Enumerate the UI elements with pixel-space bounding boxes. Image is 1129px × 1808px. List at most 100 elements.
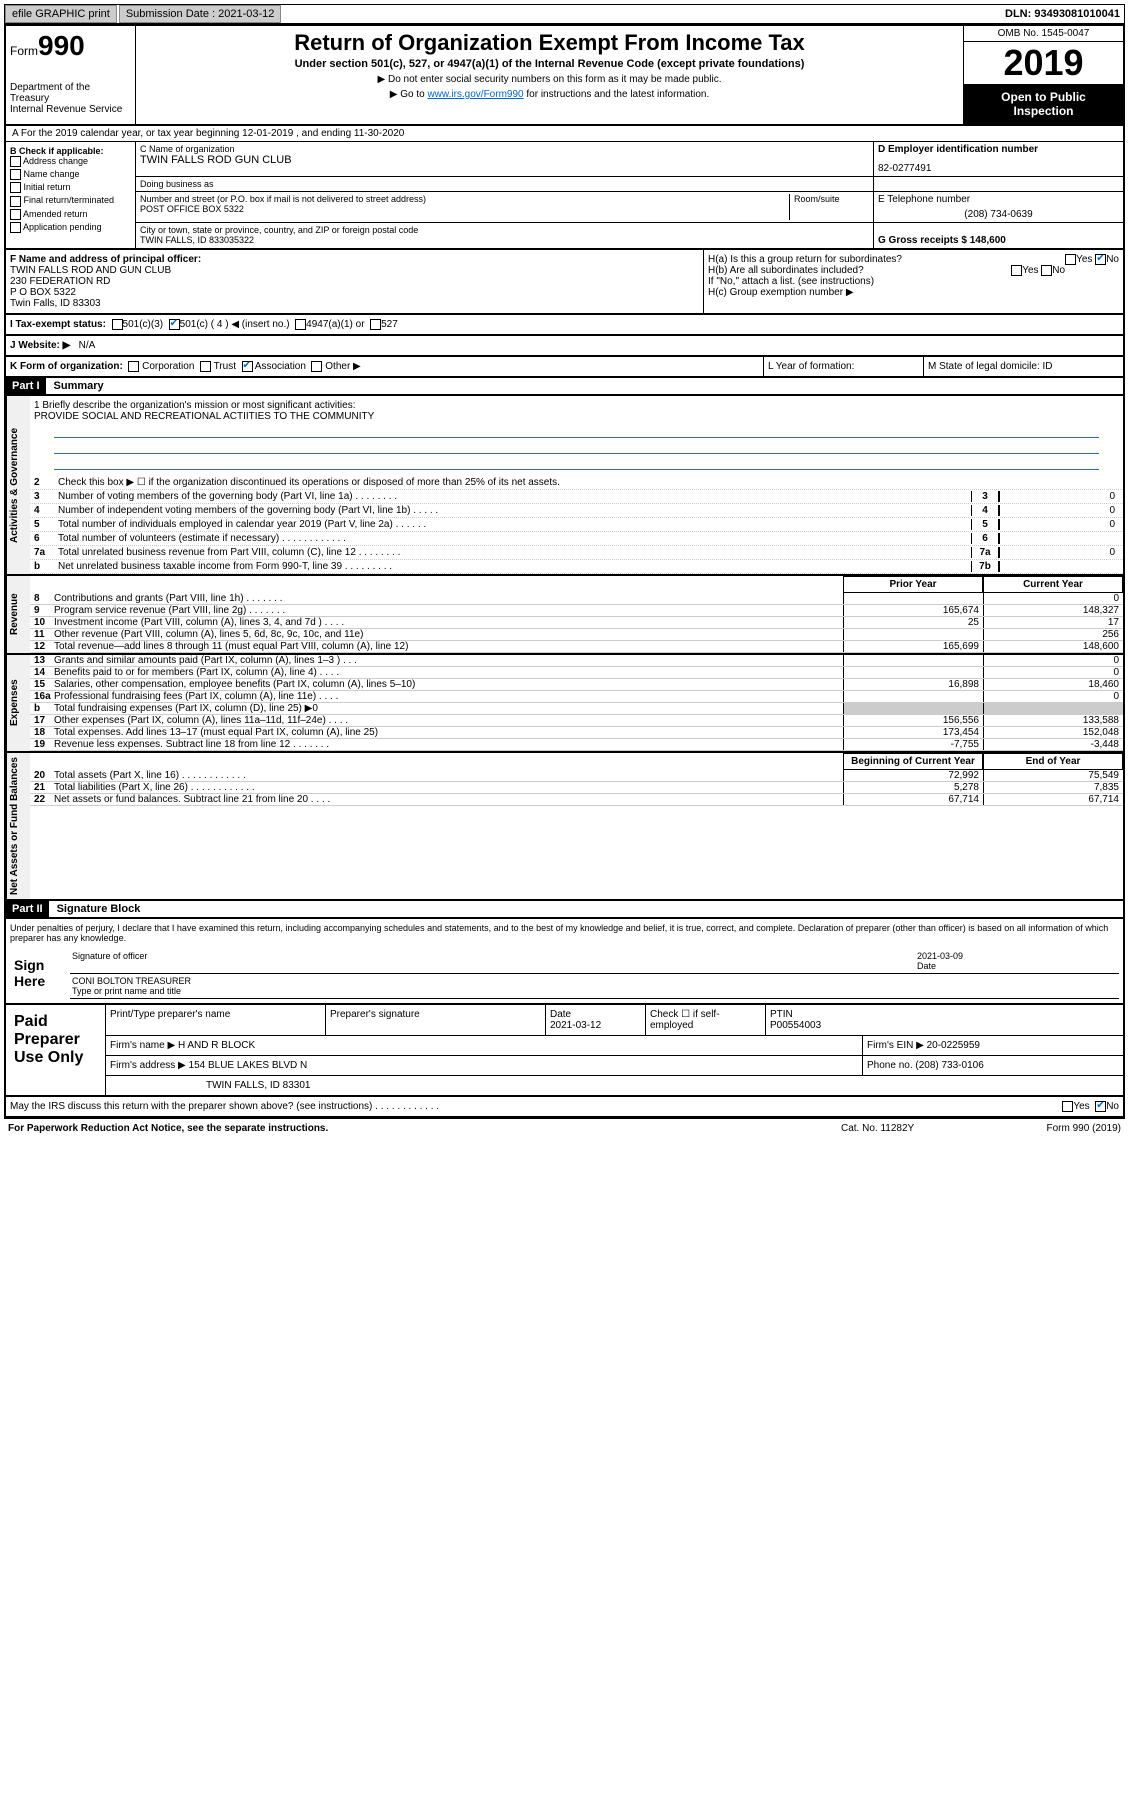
firm-city: TWIN FALLS, ID 83301 (106, 1076, 1123, 1095)
footer-cat-no: Cat. No. 11282Y (841, 1123, 981, 1134)
data-line: 11Other revenue (Part VIII, column (A), … (30, 629, 1123, 641)
checkbox-address-change[interactable]: Address change (10, 156, 131, 167)
phone-value: (208) 734-0639 (878, 209, 1119, 220)
checkbox-name-change[interactable]: Name change (10, 169, 131, 180)
summary-line: 3Number of voting members of the governi… (30, 490, 1123, 504)
tax-exempt-status-row: I Tax-exempt status: 501(c)(3) 501(c) ( … (4, 315, 1125, 336)
dba-label: Doing business as (136, 177, 873, 191)
firm-phone: Phone no. (208) 733-0106 (863, 1056, 1123, 1075)
data-line: 14Benefits paid to or for members (Part … (30, 667, 1123, 679)
sig-date: 2021-03-09 (917, 951, 1117, 961)
begin-year-header: Beginning of Current Year (843, 753, 983, 770)
sig-name: CONI BOLTON TREASURER (72, 976, 1117, 986)
data-line: 17Other expenses (Part IX, column (A), l… (30, 715, 1123, 727)
data-line: 13Grants and similar amounts paid (Part … (30, 655, 1123, 667)
summary-line: bNet unrelated business taxable income f… (30, 560, 1123, 574)
gross-receipts: G Gross receipts $ 148,600 (878, 235, 1119, 246)
form-number: Form990 (10, 30, 131, 62)
part-2-header: Part II (6, 901, 49, 917)
summary-line: 5Total number of individuals employed in… (30, 518, 1123, 532)
prep-date: Date 2021-03-12 (546, 1005, 646, 1035)
side-label-revenue: Revenue (6, 576, 30, 653)
addr-value: POST OFFICE BOX 5322 (140, 204, 789, 214)
officer-line-1: 230 FEDERATION RD (10, 276, 699, 287)
form-subtitle: Under section 501(c), 527, or 4947(a)(1)… (140, 58, 959, 70)
efile-print-button[interactable]: efile GRAPHIC print (5, 5, 117, 23)
dln-label: DLN: 93493081010041 (1005, 8, 1124, 20)
part-1-title: Summary (46, 380, 104, 392)
ein-value: 82-0277491 (878, 163, 1119, 174)
officer-line-3: Twin Falls, ID 83303 (10, 298, 699, 309)
h-a-row: H(a) Is this a group return for subordin… (708, 254, 1119, 265)
data-line: 20Total assets (Part X, line 16) . . . .… (30, 770, 1123, 782)
prep-self-employed[interactable]: Check ☐ if self-employed (646, 1005, 766, 1035)
summary-line: 2Check this box ▶ ☐ if the organization … (30, 476, 1123, 490)
data-line: 18Total expenses. Add lines 13–17 (must … (30, 727, 1123, 739)
summary-line: 6Total number of volunteers (estimate if… (30, 532, 1123, 546)
phone-label: E Telephone number (878, 194, 1119, 205)
submission-date-button[interactable]: Submission Date : 2021-03-12 (119, 5, 282, 23)
part-2-title: Signature Block (49, 903, 141, 915)
checkbox-final-return[interactable]: Final return/terminated (10, 195, 131, 206)
mission-label: 1 Briefly describe the organization's mi… (34, 400, 1119, 411)
box-m: M State of legal domicile: ID (923, 357, 1123, 376)
footer-form-ref: Form 990 (2019) (981, 1123, 1121, 1134)
footer-paperwork: For Paperwork Reduction Act Notice, see … (8, 1123, 841, 1134)
end-year-header: End of Year (983, 753, 1123, 770)
firm-ein: Firm's EIN ▶ 20-0225959 (863, 1036, 1123, 1055)
officer-line-0: TWIN FALLS ROD AND GUN CLUB (10, 265, 699, 276)
website-row: J Website: ▶ N/A (4, 336, 1125, 357)
dept-label: Department of the Treasury Internal Reve… (10, 82, 131, 115)
form-note-1: ▶ Do not enter social security numbers o… (140, 74, 959, 85)
ein-label: D Employer identification number (878, 144, 1119, 155)
signature-declaration: Under penalties of perjury, I declare th… (10, 923, 1119, 943)
box-l: L Year of formation: (763, 357, 923, 376)
row-a-tax-year: A For the 2019 calendar year, or tax yea… (4, 126, 1125, 142)
checkbox-initial-return[interactable]: Initial return (10, 182, 131, 193)
h-c-row: H(c) Group exemption number ▶ (708, 287, 1119, 298)
officer-line-2: P O BOX 5322 (10, 287, 699, 298)
data-line: 22Net assets or fund balances. Subtract … (30, 794, 1123, 806)
checkbox-amended-return[interactable]: Amended return (10, 209, 131, 220)
side-label-governance: Activities & Governance (6, 396, 30, 574)
box-k: K Form of organization: Corporation Trus… (6, 357, 763, 376)
data-line: 19Revenue less expenses. Subtract line 1… (30, 739, 1123, 751)
omb-number: OMB No. 1545-0047 (964, 26, 1123, 42)
org-name-label: C Name of organization (140, 144, 869, 154)
data-line: 21Total liabilities (Part X, line 26) . … (30, 782, 1123, 794)
form-header: Form990 Department of the Treasury Inter… (4, 24, 1125, 126)
sig-name-label: Type or print name and title (72, 986, 1117, 996)
form-title: Return of Organization Exempt From Incom… (140, 30, 959, 56)
box-b: B Check if applicable: Address change Na… (6, 142, 136, 248)
sig-officer-label: Signature of officer (72, 951, 917, 971)
topbar: efile GRAPHIC print Submission Date : 20… (4, 4, 1125, 24)
data-line: 15Salaries, other compensation, employee… (30, 679, 1123, 691)
paid-preparer-label: Paid Preparer Use Only (6, 1005, 106, 1095)
summary-line: 7aTotal unrelated business revenue from … (30, 546, 1123, 560)
side-label-net-assets: Net Assets or Fund Balances (6, 753, 30, 899)
summary-line: 4Number of independent voting members of… (30, 504, 1123, 518)
data-line: 16aProfessional fundraising fees (Part I… (30, 691, 1123, 703)
h-b-note: If "No," attach a list. (see instruction… (708, 276, 1119, 287)
firm-address: Firm's address ▶ 154 BLUE LAKES BLVD N (106, 1056, 863, 1075)
city-label: City or town, state or province, country… (140, 225, 869, 235)
city-value: TWIN FALLS, ID 833035322 (140, 235, 869, 245)
checkbox-application-pending[interactable]: Application pending (10, 222, 131, 233)
prep-sig-label: Preparer's signature (326, 1005, 546, 1035)
room-suite-label: Room/suite (789, 194, 869, 220)
sign-here-label: Sign Here (10, 949, 70, 999)
discuss-row: May the IRS discuss this return with the… (4, 1097, 1125, 1118)
prep-ptin: PTIN P00554003 (766, 1005, 1123, 1035)
org-name: TWIN FALLS ROD GUN CLUB (140, 154, 869, 166)
tax-year: 2019 (964, 42, 1123, 84)
addr-label: Number and street (or P.O. box if mail i… (140, 194, 789, 204)
data-line: bTotal fundraising expenses (Part IX, co… (30, 703, 1123, 715)
firm-name: Firm's name ▶ H AND R BLOCK (106, 1036, 863, 1055)
h-b-row: H(b) Are all subordinates included? Yes … (708, 265, 1119, 276)
data-line: 9Program service revenue (Part VIII, lin… (30, 605, 1123, 617)
current-year-header: Current Year (983, 576, 1123, 593)
open-public-badge: Open to Public Inspection (964, 84, 1123, 124)
irs-link[interactable]: www.irs.gov/Form990 (427, 89, 523, 100)
sig-date-label: Date (917, 961, 1117, 971)
data-line: 8Contributions and grants (Part VIII, li… (30, 593, 1123, 605)
